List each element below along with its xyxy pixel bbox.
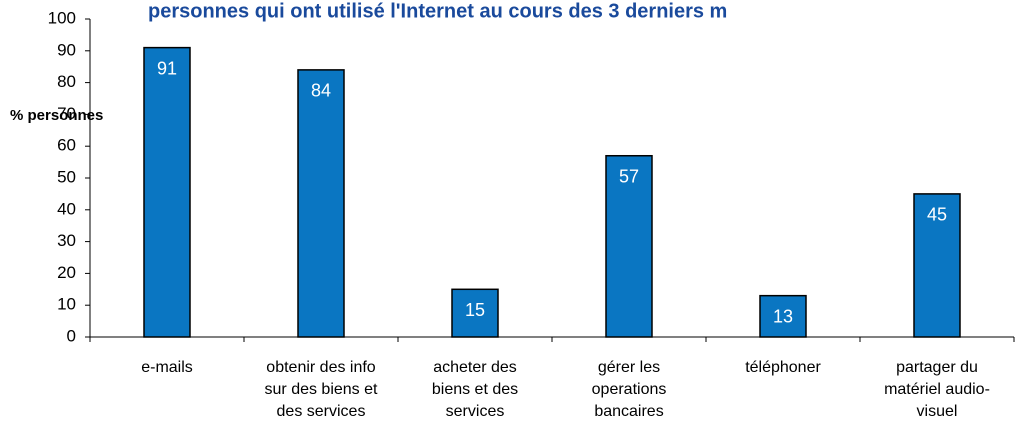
- y-tick-label: 70: [57, 104, 76, 123]
- x-tick-label: obtenir des info sur des biens et des se…: [264, 359, 378, 420]
- value-label: 15: [465, 300, 485, 320]
- y-tick-label: 50: [57, 167, 76, 186]
- y-tick-label: 30: [57, 231, 76, 250]
- bar: [451, 288, 499, 338]
- x-tick-label: acheter des biens et des services: [431, 359, 519, 420]
- bar: [297, 69, 345, 338]
- x-tick-label: e-mails: [141, 359, 193, 376]
- y-tick-label: 60: [57, 136, 76, 155]
- value-label: 45: [927, 205, 947, 225]
- bar: [913, 193, 961, 338]
- x-tick-label: téléphoner: [745, 359, 821, 376]
- y-tick-label: 20: [57, 263, 76, 282]
- x-tick-label: partager du matériel audio- visuel: [884, 359, 990, 420]
- value-label: 91: [157, 58, 177, 78]
- bar: [143, 46, 191, 338]
- bar: [605, 154, 653, 338]
- y-axis-label: % personnes: [10, 107, 103, 124]
- bar: [759, 294, 807, 338]
- y-tick-label: 80: [57, 72, 76, 91]
- y-tick-label: 90: [57, 40, 76, 59]
- y-tick-label: 100: [48, 8, 76, 27]
- value-label: 13: [773, 306, 793, 326]
- y-tick-label: 10: [57, 295, 76, 314]
- y-tick-label: 0: [67, 326, 76, 345]
- y-tick-label: 40: [57, 199, 76, 218]
- chart-title: personnes qui ont utilisé l'Internet au …: [148, 0, 727, 22]
- value-label: 84: [311, 81, 331, 101]
- x-tick-label: gérer les operations bancaires: [591, 359, 667, 420]
- value-label: 57: [619, 166, 639, 186]
